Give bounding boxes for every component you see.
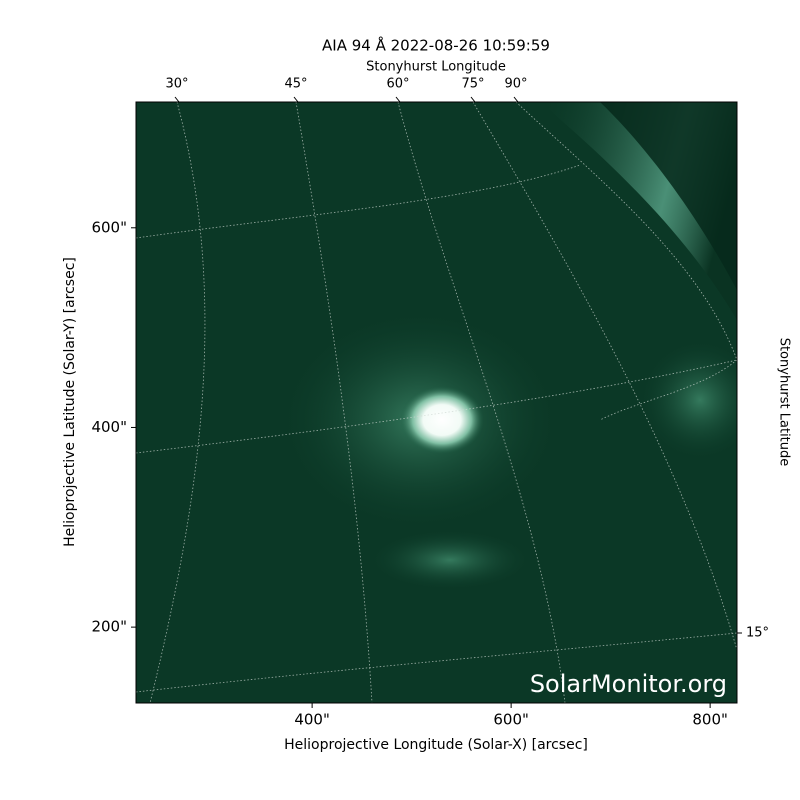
- top-tick: [293, 96, 299, 103]
- y-axis-label: Helioprojective Latitude (Solar-Y) [arcs…: [62, 257, 78, 547]
- solar-image: SolarMonitor.org: [136, 102, 737, 703]
- plot-frame: [135, 101, 738, 704]
- x-tick-label: 600": [493, 711, 529, 729]
- right-axis-label: Stonyhurst Latitude: [777, 338, 792, 467]
- top-tick: [174, 96, 180, 103]
- top-tick: [470, 96, 476, 103]
- top-axis-label: Stonyhurst Longitude: [366, 60, 506, 75]
- y-tick-label: 200": [91, 618, 127, 636]
- y-tick-label: 400": [91, 418, 127, 436]
- top-tick-label: 90°: [504, 77, 527, 92]
- top-tick: [513, 96, 519, 103]
- x-axis-label: Helioprojective Longitude (Solar-X) [arc…: [284, 737, 588, 753]
- top-tick-label: 60°: [386, 77, 409, 92]
- x-tick-label: 800": [692, 711, 728, 729]
- top-tick-label: 75°: [461, 77, 484, 92]
- x-tick-label: 400": [294, 711, 330, 729]
- top-tick-label: 45°: [284, 77, 307, 92]
- top-tick: [395, 96, 401, 103]
- watermark: SolarMonitor.org: [530, 670, 727, 698]
- top-tick-label: 30°: [165, 77, 188, 92]
- chart-title: AIA 94 Å 2022-08-26 10:59:59: [322, 36, 550, 55]
- right-tick-label: 15°: [746, 626, 769, 641]
- y-tick-label: 600": [91, 218, 127, 236]
